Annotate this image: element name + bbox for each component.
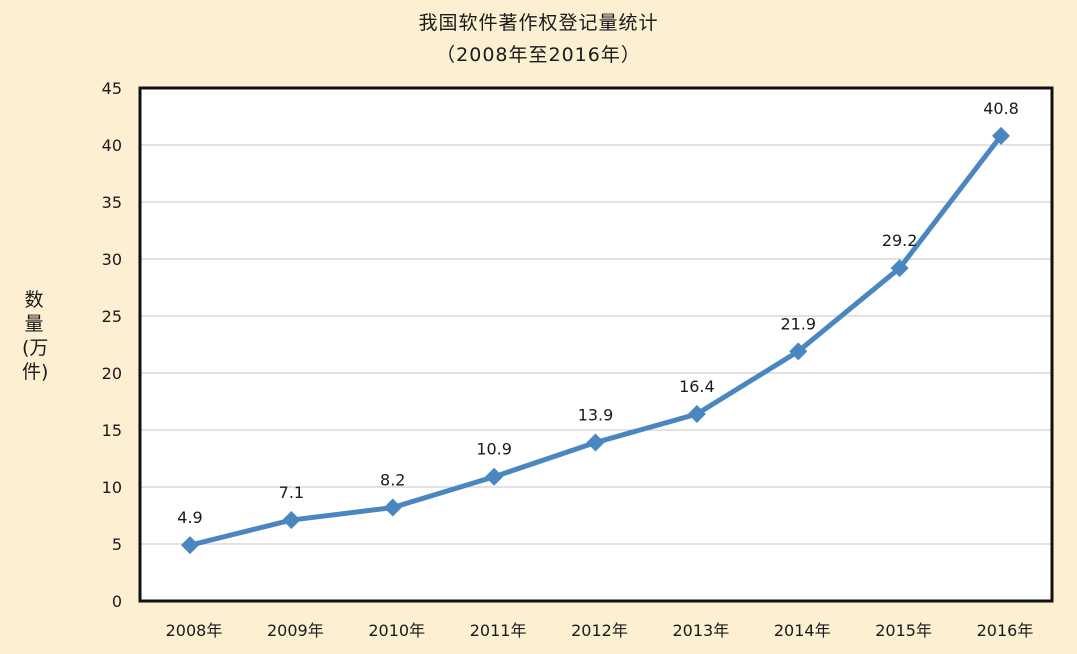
data-point-marker [586, 433, 605, 452]
plot-frame [138, 86, 1054, 603]
y-tick-label: 25 [102, 307, 122, 326]
data-label: 8.2 [380, 471, 405, 490]
data-label: 7.1 [279, 483, 304, 502]
data-point-marker [687, 405, 706, 424]
y-tick-label: 45 [102, 79, 122, 98]
data-label: 10.9 [476, 440, 512, 459]
data-label: 21.9 [780, 314, 816, 333]
data-point-marker [282, 511, 301, 530]
gridlines [140, 144, 1052, 545]
chart-title: 我国软件著作权登记量统计 [418, 12, 659, 34]
data-point-marker [789, 342, 808, 361]
y-axis-label: 数量(万件) [22, 289, 49, 383]
data-point-marker [181, 536, 199, 555]
data-point-marker [383, 498, 402, 517]
x-tick-label: 2009年 [267, 621, 324, 640]
data-points [181, 126, 1010, 555]
y-axis-ticks: 0 5 10 15 20 25 30 35 40 45 [102, 79, 122, 611]
x-tick-label: 2010年 [368, 621, 425, 640]
x-axis-ticks: 2008年 2009年 2010年 2011年 2012年 2013年 2014年 2015年… [166, 621, 1034, 640]
data-labels: 4.9 7.1 8.2 10.9 13.9 16.4 21.9 29.2 40.8 [177, 99, 1019, 527]
y-tick-label: 5 [112, 535, 122, 554]
y-tick-label: 40 [102, 136, 122, 155]
x-tick-label: 2015年 [875, 621, 932, 640]
x-tick-label: 2014年 [774, 621, 831, 640]
y-tick-label: 15 [102, 421, 122, 440]
y-tick-label: 20 [102, 364, 122, 383]
chart-subtitle: （2008年至2016年） [436, 44, 641, 66]
data-label: 29.2 [882, 231, 918, 250]
x-tick-label: 2008年 [166, 621, 223, 640]
data-label: 40.8 [983, 99, 1019, 118]
x-tick-label: 2016年 [977, 621, 1034, 640]
y-tick-label: 0 [112, 592, 122, 611]
data-label: 13.9 [578, 406, 614, 425]
data-label: 4.9 [177, 508, 202, 527]
data-point-marker [485, 467, 504, 486]
x-tick-label: 2011年 [470, 621, 527, 640]
data-point-marker [992, 126, 1010, 145]
data-point-marker [890, 259, 909, 278]
data-label: 16.4 [679, 377, 715, 396]
x-tick-label: 2012年 [571, 621, 628, 640]
x-tick-label: 2013年 [673, 621, 730, 640]
y-tick-label: 30 [102, 250, 122, 269]
y-tick-label: 10 [102, 478, 122, 497]
y-tick-label: 35 [102, 193, 122, 212]
